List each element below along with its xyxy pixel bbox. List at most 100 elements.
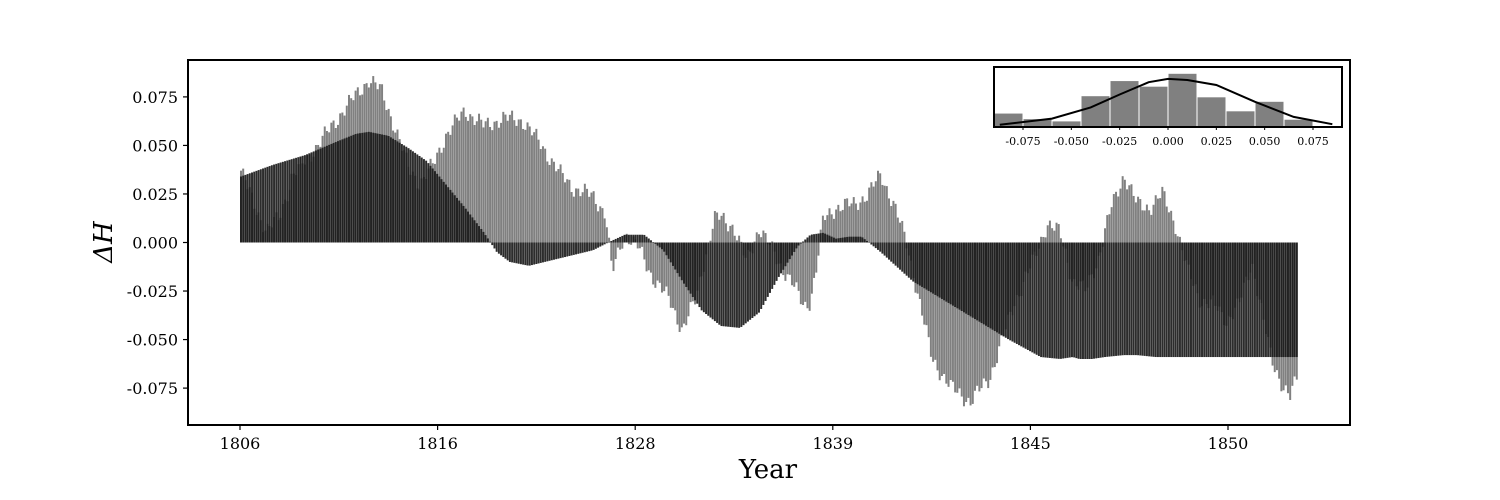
smooth-bar xyxy=(1156,242,1159,358)
smooth-bar xyxy=(1035,242,1038,355)
raw-bar xyxy=(738,235,741,243)
smooth-bar xyxy=(672,242,674,266)
smooth-bar xyxy=(334,142,337,243)
smooth-bar xyxy=(511,242,514,263)
raw-bar xyxy=(456,117,458,243)
smooth-bar xyxy=(976,242,979,321)
smooth-bar xyxy=(654,242,657,244)
raw-bar xyxy=(570,192,573,243)
smooth-bar xyxy=(691,242,694,298)
inset-x-tick-label: 0.050 xyxy=(1249,135,1281,148)
raw-bar xyxy=(469,114,472,243)
inset-histogram-bar xyxy=(1168,73,1197,127)
raw-bar xyxy=(962,242,965,407)
raw-bar xyxy=(599,206,602,243)
smooth-bar xyxy=(348,136,350,243)
smooth-bar xyxy=(471,217,474,243)
smooth-bar xyxy=(784,242,787,267)
smooth-bar xyxy=(700,242,703,311)
smooth-bar xyxy=(370,132,373,243)
smooth-bar xyxy=(907,242,910,278)
raw-bar xyxy=(1143,210,1146,243)
x-tick-label: 1839 xyxy=(812,434,853,453)
smooth-bar xyxy=(1086,242,1089,359)
smooth-bar xyxy=(810,234,813,243)
smooth-bar xyxy=(1037,242,1040,356)
raw-bar xyxy=(1104,228,1107,243)
smooth-bar xyxy=(724,242,727,327)
smooth-bar xyxy=(815,233,818,243)
smooth-bar xyxy=(982,242,985,325)
raw-bar xyxy=(1048,220,1051,243)
raw-bar xyxy=(892,200,895,243)
raw-bar xyxy=(791,242,794,286)
raw-bar xyxy=(938,242,941,381)
smooth-bar xyxy=(456,197,458,243)
smooth-bar xyxy=(938,242,941,298)
smooth-bar xyxy=(998,242,1001,334)
smooth-bar xyxy=(1170,242,1173,358)
smooth-bar xyxy=(702,242,705,313)
raw-bar xyxy=(473,124,476,243)
raw-bar xyxy=(552,161,555,243)
smooth-bar xyxy=(513,242,516,263)
smooth-bar xyxy=(1115,242,1118,356)
smooth-bar xyxy=(1064,242,1067,359)
smooth-bar xyxy=(846,236,849,243)
smooth-bar xyxy=(579,242,582,254)
smooth-bar xyxy=(1057,242,1060,359)
smooth-bar xyxy=(1251,242,1254,358)
smooth-bar xyxy=(971,242,974,318)
smooth-bar xyxy=(1269,242,1272,358)
raw-bar xyxy=(1128,185,1131,243)
raw-bar xyxy=(859,202,862,243)
smooth-bar xyxy=(312,151,315,243)
smooth-bar xyxy=(954,242,957,307)
smooth-bar xyxy=(1141,242,1144,356)
smooth-bar xyxy=(764,242,767,301)
raw-bar xyxy=(482,127,485,243)
smooth-bar xyxy=(912,242,915,282)
smooth-bar xyxy=(548,242,551,261)
smooth-bar xyxy=(892,242,895,264)
x-axis-title: Year xyxy=(738,455,798,485)
raw-bar xyxy=(588,196,591,243)
smooth-bar xyxy=(299,156,302,243)
raw-bar xyxy=(661,242,663,293)
smooth-bar xyxy=(262,168,265,243)
smooth-bar xyxy=(605,242,608,244)
smooth-bar xyxy=(1286,242,1289,358)
raw-bar xyxy=(861,196,864,243)
raw-bar xyxy=(929,242,932,357)
y-tick-label: 0.000 xyxy=(132,234,178,253)
smooth-bar xyxy=(416,154,419,243)
smooth-bar xyxy=(275,163,278,243)
raw-bar xyxy=(771,241,774,243)
raw-bar xyxy=(1051,228,1054,243)
raw-bar xyxy=(1176,236,1179,243)
smooth-bar xyxy=(1207,242,1210,358)
raw-bar xyxy=(663,242,666,292)
smooth-bar xyxy=(808,235,811,243)
smooth-bar xyxy=(480,228,483,243)
smooth-bar xyxy=(592,242,595,250)
raw-bar xyxy=(1159,198,1162,243)
raw-bar xyxy=(572,196,575,243)
raw-bar xyxy=(515,125,518,243)
smooth-bar xyxy=(1293,242,1296,358)
smooth-bar xyxy=(782,242,785,270)
smooth-bar xyxy=(519,242,522,265)
raw-bar xyxy=(678,242,681,332)
raw-bar xyxy=(502,111,505,243)
smooth-bar xyxy=(949,242,952,305)
smooth-bar xyxy=(1253,242,1256,358)
x-axis-ticks: 1806 1816 1828 1839 1845 1850 xyxy=(220,425,1248,453)
raw-bar xyxy=(753,241,756,243)
smooth-bar xyxy=(749,242,752,320)
smooth-bar xyxy=(436,173,439,243)
smooth-bar xyxy=(1163,242,1166,358)
smooth-bar xyxy=(663,242,666,252)
raw-bar xyxy=(541,146,544,243)
smooth-bar xyxy=(502,242,505,258)
smooth-bar xyxy=(1238,242,1241,358)
